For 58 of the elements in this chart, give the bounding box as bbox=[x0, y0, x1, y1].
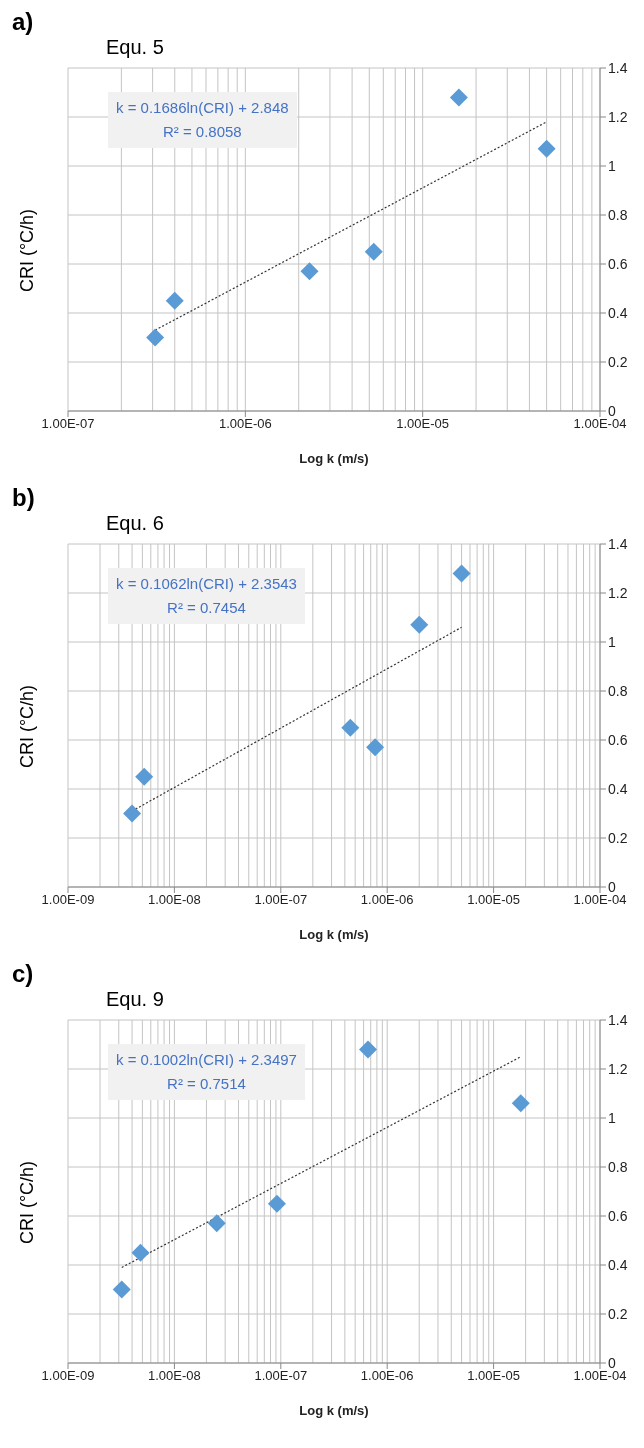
x-tick-label: 1.00E-04 bbox=[573, 416, 627, 432]
x-tick-label: 1.00E-08 bbox=[148, 1368, 201, 1384]
x-tick-label: 1.00E-09 bbox=[41, 1368, 95, 1384]
chart-title: Equ. 5 bbox=[106, 36, 164, 59]
y-tick-label: 1.2 bbox=[608, 584, 628, 601]
y-tick-label: 1.2 bbox=[608, 108, 628, 125]
y-tick-label: 0.2 bbox=[608, 1305, 628, 1322]
x-tick-label: 1.00E-07 bbox=[254, 892, 308, 908]
x-tick-label: 1.00E-04 bbox=[573, 1368, 627, 1384]
x-tick-label: 1.00E-05 bbox=[396, 416, 450, 432]
y-axis-title: CRI (°C/h) bbox=[17, 1160, 39, 1245]
text: c) bbox=[12, 960, 34, 988]
y-tick-label: 1 bbox=[608, 1109, 616, 1126]
y-tick-label: 0.2 bbox=[608, 353, 628, 370]
x-axis-title: Log k (m/s) bbox=[299, 451, 369, 466]
y-tick-label: 1.4 bbox=[608, 59, 628, 76]
x-tick-label: 1.00E-04 bbox=[573, 892, 627, 908]
annotation: k = 0.1062ln(CRI) + 2.3543 bbox=[116, 574, 297, 594]
y-tick-label: 1.4 bbox=[608, 535, 628, 552]
y-tick-label: 0 bbox=[608, 1354, 616, 1371]
x-tick-label: 1.00E-08 bbox=[148, 892, 201, 908]
y-tick-label: 0.4 bbox=[608, 304, 628, 321]
y-axis-title: CRI (°C/h) bbox=[17, 684, 39, 769]
y-tick-label: 0.8 bbox=[608, 206, 628, 223]
y-tick-label: 1 bbox=[608, 633, 616, 650]
y-tick-label: 0.6 bbox=[608, 731, 628, 748]
y-axis-title: CRI (°C/h) bbox=[17, 208, 39, 293]
y-tick-label: 0.6 bbox=[608, 255, 628, 272]
x-tick-label: 1.00E-05 bbox=[467, 1368, 520, 1384]
annotation: R² = 0.7514 bbox=[166, 1074, 247, 1094]
y-tick-label: 1.4 bbox=[608, 1011, 628, 1028]
annotation: R² = 0.7454 bbox=[166, 598, 247, 618]
y-tick-label: 0.4 bbox=[608, 1256, 628, 1273]
y-tick-label: 1.2 bbox=[608, 1060, 628, 1077]
y-tick-label: 0.6 bbox=[608, 1207, 628, 1224]
y-tick-label: 0.8 bbox=[608, 1158, 628, 1175]
chart-title: Equ. 9 bbox=[106, 988, 164, 1011]
y-tick-label: 0.4 bbox=[608, 780, 628, 797]
x-tick-label: 1.00E-09 bbox=[41, 892, 95, 908]
annotation: k = 0.1002ln(CRI) + 2.3497 bbox=[116, 1050, 297, 1070]
x-axis-title: Log k (m/s) bbox=[299, 927, 369, 942]
y-tick-label: 0.8 bbox=[608, 682, 628, 699]
chart-title: Equ. 6 bbox=[106, 512, 164, 535]
x-tick-label: 1.00E-06 bbox=[360, 1368, 414, 1384]
text: b) bbox=[12, 484, 35, 512]
x-tick-label: 1.00E-07 bbox=[254, 1368, 308, 1384]
annotation: R² = 0.8058 bbox=[161, 122, 243, 142]
y-tick-label: 0 bbox=[608, 878, 616, 895]
x-tick-label: 1.00E-07 bbox=[41, 416, 95, 432]
y-tick-label: 0.2 bbox=[608, 829, 628, 846]
x-tick-label: 1.00E-05 bbox=[467, 892, 520, 908]
y-tick-label: 0 bbox=[608, 402, 616, 419]
x-tick-label: 1.00E-06 bbox=[218, 416, 272, 432]
x-axis-title: Log k (m/s) bbox=[299, 1403, 369, 1418]
annotation: k = 0.1686ln(CRI) + 2.848 bbox=[116, 98, 289, 118]
y-tick-label: 1 bbox=[608, 157, 616, 174]
x-tick-label: 1.00E-06 bbox=[360, 892, 414, 908]
text: a) bbox=[12, 8, 34, 36]
